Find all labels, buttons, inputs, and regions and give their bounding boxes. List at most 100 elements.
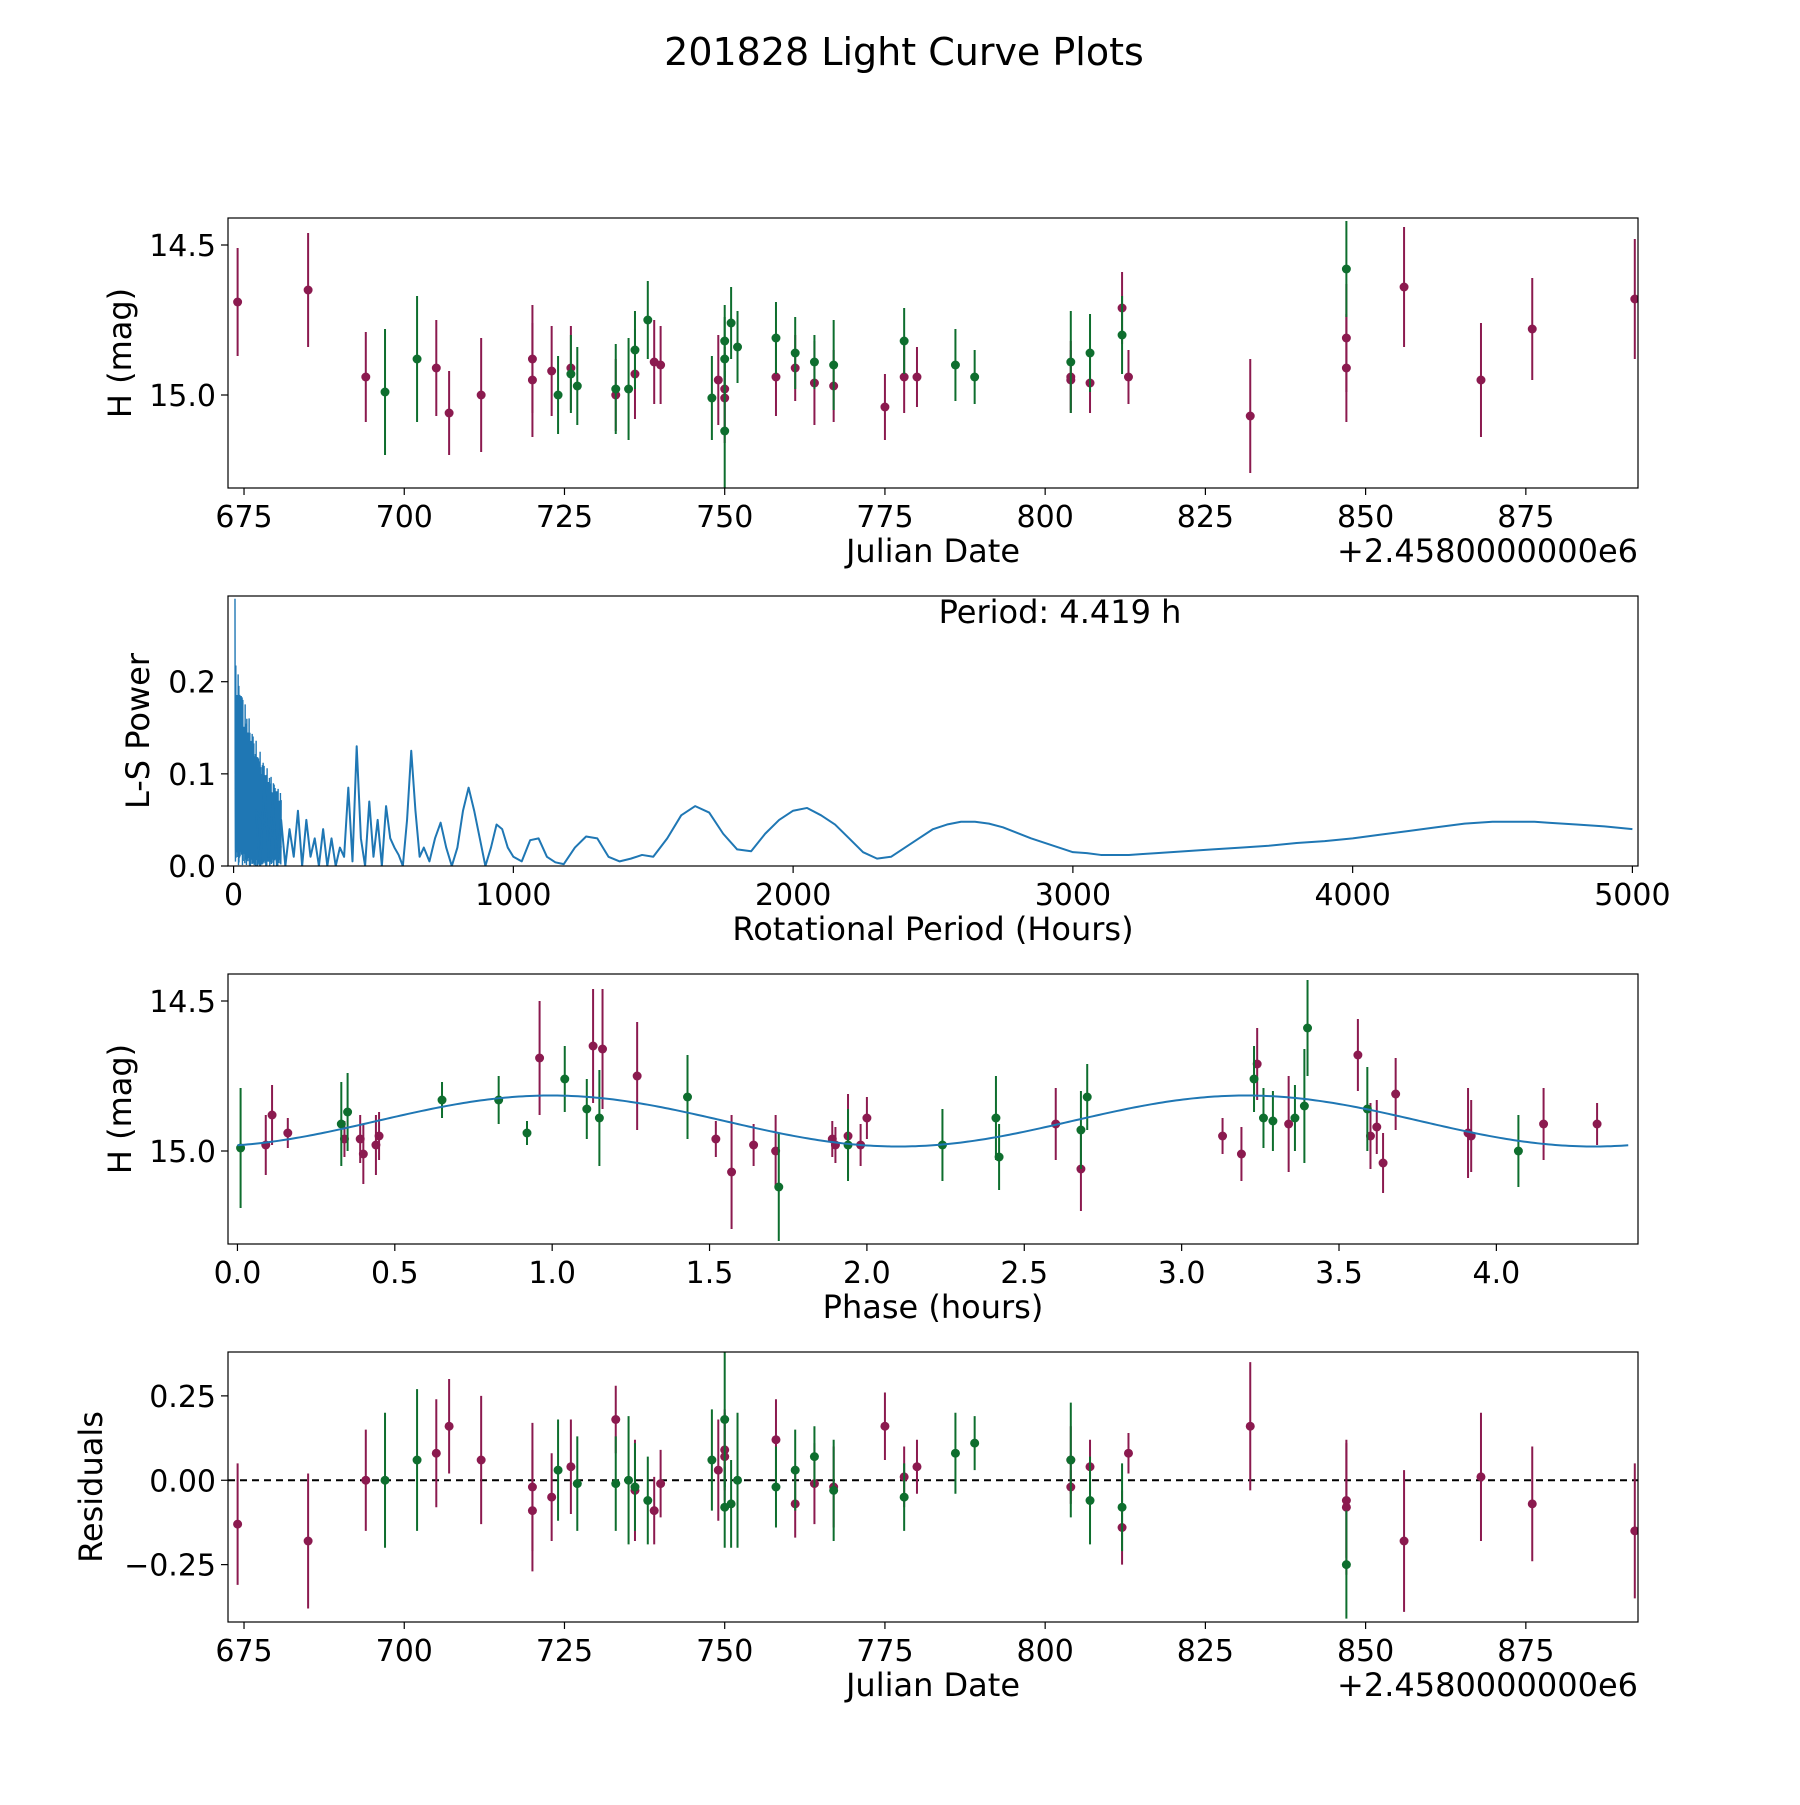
residuals-point-g <box>1117 1502 1127 1512</box>
residuals-point-r <box>1476 1472 1486 1482</box>
lightcurve-point-r <box>912 372 922 382</box>
phased-point-g <box>1303 1023 1313 1033</box>
residuals-xtick-label: 825 <box>1177 1634 1234 1669</box>
residuals-point-r <box>656 1479 666 1489</box>
lightcurve-xtick-label: 775 <box>856 500 913 535</box>
lightcurve-point-r <box>547 366 557 376</box>
residuals-point-g <box>624 1475 634 1485</box>
phased-xtick-label: 2.0 <box>843 1256 891 1291</box>
phased-point-g <box>494 1095 504 1105</box>
phased-point-g <box>1258 1113 1268 1123</box>
lightcurve-xtick-label: 825 <box>1177 500 1234 535</box>
residuals-ytick-label: 0.00 <box>149 1464 216 1499</box>
lightcurve-point-g <box>380 387 390 397</box>
residuals-xtick-label: 675 <box>215 1634 272 1669</box>
phased-point-r <box>588 1041 598 1051</box>
residuals-point-g <box>1066 1455 1076 1465</box>
periodogram-ylabel: L-S Power <box>119 652 157 809</box>
lightcurve-point-r <box>431 363 441 373</box>
phased-point-r <box>1284 1119 1294 1129</box>
residuals-point-g <box>553 1465 563 1475</box>
phased-point-g <box>991 1113 1001 1123</box>
residuals-ytick-label: 0.25 <box>149 1380 216 1415</box>
lightcurve-point-r <box>713 375 723 385</box>
residuals-point-g <box>970 1438 980 1448</box>
phased-point-g <box>1082 1092 1092 1102</box>
residuals-point-r <box>1341 1502 1351 1512</box>
lightcurve-xtick-label: 725 <box>536 500 593 535</box>
residuals-xtick-label: 700 <box>376 1634 433 1669</box>
phased-point-r <box>862 1113 872 1123</box>
lightcurve-point-r <box>361 372 371 382</box>
phased-point-r <box>1353 1050 1363 1060</box>
lightcurve-xtick-label: 850 <box>1337 500 1394 535</box>
periodogram-ytick-label: 0.1 <box>168 758 216 793</box>
phased-xtick-label: 1.5 <box>686 1256 734 1291</box>
residuals-point-r <box>476 1455 486 1465</box>
lightcurve-xtick-label: 875 <box>1497 500 1554 535</box>
lightcurve-point-g <box>720 426 730 436</box>
residuals-point-g <box>720 1415 730 1424</box>
lightcurve-axes: 675 700 725 750 775 800 825 850 875 14.5 15.0 <box>149 229 1554 535</box>
phased-point-r <box>358 1149 368 1159</box>
phased-point-g <box>522 1128 532 1138</box>
lightcurve-point-g <box>899 336 909 346</box>
residuals-point-r <box>1399 1536 1409 1546</box>
lightcurve-xtick-label: 675 <box>215 500 272 535</box>
lightcurve-point-r <box>233 297 243 307</box>
residuals-xtick-label: 750 <box>696 1634 753 1669</box>
periodogram-xlabel: Rotational Period (Hours) <box>732 910 1133 948</box>
lightcurve-xtick-label: 700 <box>376 500 433 535</box>
lightcurve-point-r <box>303 285 313 295</box>
lightcurve-point-g <box>771 333 781 343</box>
residuals-plot-area <box>227 1351 1639 1623</box>
residuals-xtick-label: 800 <box>1017 1634 1074 1669</box>
phased-point-g <box>774 1182 784 1192</box>
lightcurve-point-r <box>656 360 666 370</box>
residuals-point-g <box>707 1455 717 1465</box>
lightcurve-point-g <box>950 360 960 370</box>
phased-xtick-label: 3.5 <box>1315 1256 1363 1291</box>
phased-point-g <box>594 1113 604 1123</box>
periodogram-plot-area <box>227 595 1639 867</box>
phased-point-g <box>1290 1113 1300 1123</box>
periodogram-ytick-label: 0.0 <box>168 850 216 885</box>
phased-point-r <box>632 1071 642 1081</box>
lightcurve-point-g <box>624 384 634 394</box>
residuals-panel: 675 700 725 750 775 800 825 850 875 0.25 0.00 −0.25… <box>72 1351 1639 1704</box>
phased-xtick-label: 3.0 <box>1158 1256 1206 1291</box>
lightcurve-point-r <box>1630 294 1638 304</box>
phased-point-r <box>1592 1119 1602 1129</box>
lightcurve-point-r <box>1527 324 1537 334</box>
periodogram-ytick-label: 0.2 <box>168 666 216 701</box>
residuals-point-g <box>790 1465 800 1475</box>
phased-point-r <box>1391 1089 1401 1099</box>
lightcurve-xlabel: Julian Date <box>844 532 1020 570</box>
phased-point-g <box>560 1074 570 1084</box>
lightcurve-data <box>233 221 1638 488</box>
residuals-point-r <box>1527 1499 1537 1509</box>
lightcurve-ytick-label: 15.0 <box>149 379 216 414</box>
phased-point-g <box>582 1104 592 1114</box>
lightcurve-point-g <box>790 348 800 358</box>
residuals-point-g <box>572 1479 582 1489</box>
residuals-point-r <box>547 1492 557 1502</box>
periodogram-xtick-label: 1000 <box>475 878 551 913</box>
phased-point-r <box>1539 1119 1549 1129</box>
lightcurve-point-g <box>707 393 717 403</box>
residuals-point-r <box>1245 1421 1255 1431</box>
lightcurve-point-r <box>899 372 909 382</box>
lightcurve-point-r <box>476 390 486 400</box>
residuals-point-g <box>380 1475 390 1485</box>
phased-point-g <box>1076 1125 1086 1135</box>
lightcurve-point-g <box>566 369 576 379</box>
lightcurve-point-r <box>527 354 537 364</box>
phased-xtick-label: 4.0 <box>1473 1256 1521 1291</box>
residuals-point-r <box>444 1421 454 1431</box>
residuals-xlabel: Julian Date <box>844 1666 1020 1704</box>
lightcurve-plot-area <box>227 217 1639 489</box>
residuals-point-r <box>1630 1526 1638 1536</box>
lightcurve-xtick-label: 800 <box>1017 500 1074 535</box>
phased-point-r <box>711 1134 721 1144</box>
